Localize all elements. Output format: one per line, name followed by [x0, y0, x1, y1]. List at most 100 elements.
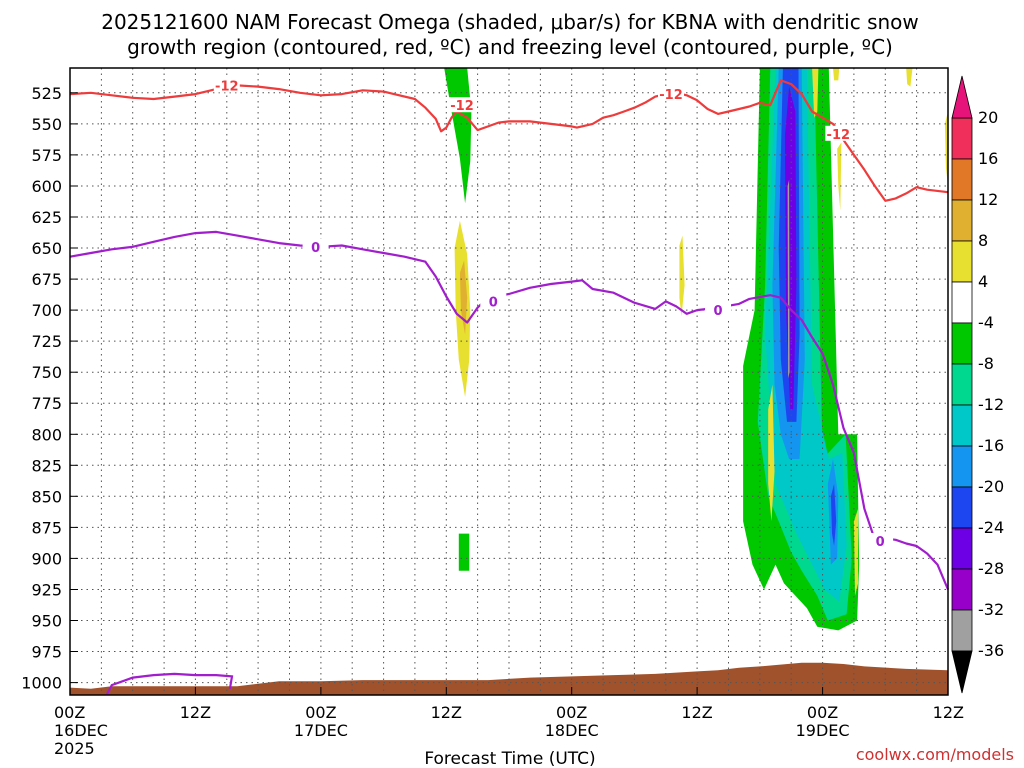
y-tick-label-875: 875 [31, 518, 62, 537]
x-tick-label-24-1: 00Z [305, 703, 336, 722]
isotherm-contours: -12 -12 -12 -12 0 0 0 0 [69, 77, 950, 696]
omega-region-19 [853, 508, 859, 596]
y-tick-label-825: 825 [31, 456, 62, 475]
colorbar-label-8: -16 [978, 436, 1004, 455]
contour-label-1-0: 0 [311, 241, 320, 256]
colorbar-label-4: 4 [978, 272, 988, 291]
colorbar-swatch-2 [951, 199, 973, 242]
y-tick-label-700: 700 [31, 301, 62, 320]
colorbar-swatch-1 [951, 158, 973, 201]
colorbar-top-arrow [951, 75, 973, 119]
omega-shading [444, 68, 948, 631]
colorbar-label-3: 8 [978, 231, 988, 250]
terrain [70, 662, 948, 695]
colorbar: 20 16 12 8 4 -4 -8 -12 -16 -20 -24 -28 -32 -36 [951, 75, 1004, 694]
colorbar-label-1: 16 [978, 149, 998, 168]
contour-label-bg-0-1 [449, 97, 475, 113]
colorbar-swatch-10 [951, 527, 973, 570]
colorbar-swatch-9 [951, 486, 973, 529]
colorbar-label-7: -12 [978, 395, 1004, 414]
omega-region-16 [833, 68, 840, 81]
y-tick-label-1000: 1000 [21, 674, 62, 693]
colorbar-bottom-arrow [951, 650, 973, 694]
gridlines [70, 68, 948, 695]
y-tick-label-900: 900 [31, 549, 62, 568]
contour-label-bg-0-3 [825, 125, 852, 141]
x-tick-label-24-2: 17DEC [294, 721, 348, 740]
x-tick-label-0-2: 16DEC [54, 721, 108, 740]
contour-label-1-1: 0 [489, 295, 498, 310]
y-tick-label-600: 600 [31, 177, 62, 196]
y-axis-ticks: 525 550 575 600 625 650 675 700 725 750 775 800 825 8… [21, 84, 78, 693]
contour-label-bg-1-2 [705, 302, 731, 318]
contour-line-0 [69, 79, 949, 202]
x-tick-label-36-1: 12Z [431, 703, 462, 722]
contour-label-0-0: -12 [215, 79, 239, 94]
x-tick-label-0-3: 2025 [54, 739, 95, 758]
x-tick-label-12-1: 12Z [180, 703, 211, 722]
x-tick-label-60-1: 12Z [681, 703, 712, 722]
chart-title-line-2: growth region (contoured, red, ºC) and f… [127, 35, 893, 59]
x-tick-label-48-2: 18DEC [545, 721, 599, 740]
y-tick-label-550: 550 [31, 115, 62, 134]
colorbar-label-13: -36 [978, 641, 1004, 660]
omega-region-17 [906, 68, 913, 87]
colorbar-label-11: -28 [978, 559, 1004, 578]
contour-label-bg-1-1 [480, 293, 507, 309]
colorbar-label-0: 20 [978, 108, 998, 127]
y-tick-label-800: 800 [31, 425, 62, 444]
colorbar-swatch-5 [951, 322, 973, 365]
omega-region-18 [944, 111, 948, 186]
x-tick-label-72-2: 19DEC [796, 721, 850, 740]
y-tick-label-725: 725 [31, 332, 62, 351]
y-tick-label-675: 675 [31, 270, 62, 289]
contour-label-0-3: -12 [827, 128, 851, 143]
colorbar-label-10: -24 [978, 518, 1004, 537]
y-tick-label-975: 975 [31, 643, 62, 662]
colorbar-swatch-3 [951, 240, 973, 283]
y-tick-label-625: 625 [31, 208, 62, 227]
omega-region-20 [837, 142, 842, 211]
x-tick-label-84-1: 12Z [933, 703, 964, 722]
contour-label-1-3: 0 [876, 535, 885, 550]
y-tick-label-775: 775 [31, 394, 62, 413]
omega-region-15 [812, 68, 819, 118]
y-tick-label-575: 575 [31, 146, 62, 165]
y-tick-label-925: 925 [31, 581, 62, 600]
omega-region-13 [787, 179, 790, 379]
contour-line-1 [69, 230, 950, 590]
x-tick-label-48-1: 00Z [556, 703, 587, 722]
contour-label-0-1: -12 [450, 99, 474, 114]
chart-title-line-1: 2025121600 NAM Forecast Omega (shaded, μ… [101, 10, 919, 34]
x-tick-label-72-1: 00Z [807, 703, 838, 722]
colorbar-swatch-0 [951, 117, 973, 160]
contour-label-bg-0-0 [213, 77, 240, 93]
x-axis-label: Forecast Time (UTC) [424, 749, 595, 768]
y-tick-label-950: 950 [31, 612, 62, 631]
colorbar-swatch-7 [951, 404, 973, 447]
contour-line-1-surface [105, 672, 234, 696]
y-tick-label-850: 850 [31, 487, 62, 506]
contour-label-bg-0-2 [658, 86, 684, 102]
terrain-fill [70, 662, 948, 695]
colorbar-swatch-4 [951, 281, 973, 324]
colorbar-swatch-6 [951, 363, 973, 406]
colorbar-swatch-12 [951, 609, 973, 652]
omega-region-14 [768, 384, 775, 522]
colorbar-swatch-8 [951, 445, 973, 488]
colorbar-label-6: -8 [978, 354, 994, 373]
colorbar-label-5: -4 [978, 313, 994, 332]
credit-link[interactable]: coolwx.com/models [856, 745, 1014, 764]
contour-label-bg-1-0 [302, 238, 329, 254]
y-tick-label-750: 750 [31, 363, 62, 382]
plot-area: -12 -12 -12 -12 0 0 0 0 [69, 67, 950, 696]
colorbar-swatch-11 [951, 568, 973, 611]
colorbar-label-2: 12 [978, 190, 998, 209]
x-tick-label-0-1: 00Z [54, 703, 85, 722]
contour-label-1-2: 0 [713, 304, 722, 319]
omega-region-4 [679, 235, 685, 317]
contour-label-bg-1-3 [867, 533, 894, 548]
omega-region-3 [458, 533, 470, 571]
